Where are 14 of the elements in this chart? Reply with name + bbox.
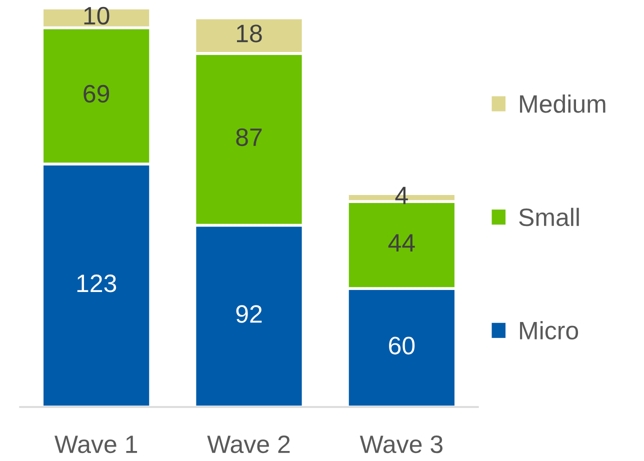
- data-label: 87: [236, 128, 262, 146]
- data-label: 18: [237, 24, 262, 42]
- data-label: 123: [77, 274, 116, 292]
- x-tick-label: Wave 1: [54, 436, 138, 454]
- legend-label: Micro: [520, 321, 578, 340]
- data-label: 60: [389, 336, 415, 354]
- legend-label: Medium: [520, 94, 606, 113]
- x-tick-label: Wave 3: [360, 435, 442, 454]
- data-label: 92: [236, 305, 262, 323]
- data-label: 44: [388, 234, 415, 252]
- x-tick-label: Wave 2: [207, 435, 290, 454]
- data-label: 69: [84, 84, 110, 103]
- data-label: 10: [84, 6, 110, 25]
- legend-label: Small: [519, 208, 579, 226]
